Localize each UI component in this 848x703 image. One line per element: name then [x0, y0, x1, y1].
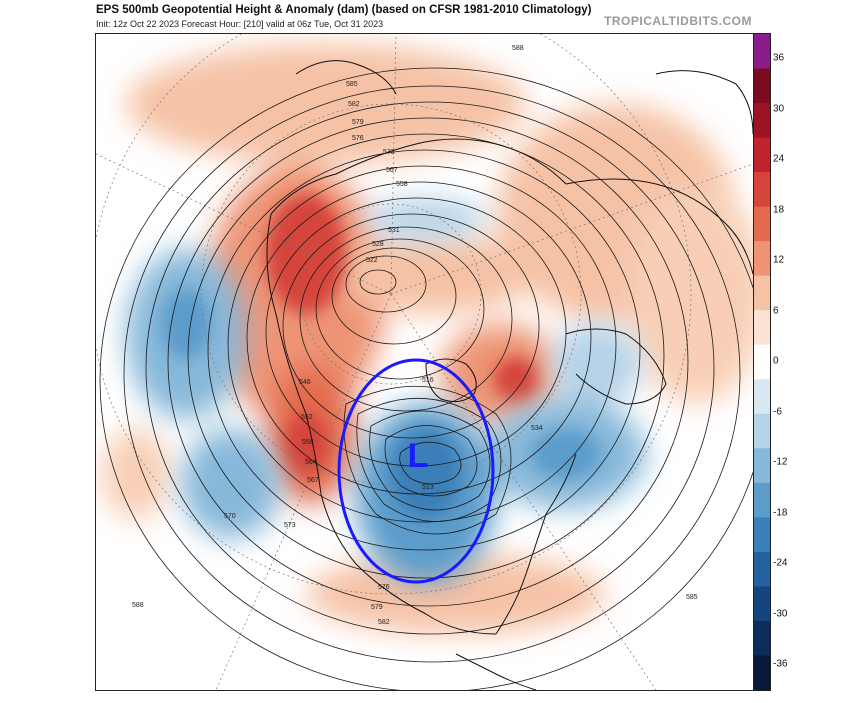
low-pressure-marker: L	[408, 437, 429, 475]
anomaly-colorbar	[753, 33, 771, 691]
contour-label: 546	[299, 379, 311, 386]
contour-label: 585	[686, 594, 698, 601]
colorbar-swatch	[754, 586, 770, 622]
colorbar-swatch	[754, 275, 770, 311]
colorbar-swatch	[754, 448, 770, 484]
colorbar-swatch	[754, 551, 770, 587]
contour-label: 573	[284, 522, 296, 529]
strong-negative-anomaly	[161, 289, 601, 519]
colorbar-tick-label: -18	[773, 507, 788, 518]
colorbar-swatch	[754, 206, 770, 242]
colorbar-tick-label: 0	[773, 355, 779, 367]
contour-label: 576	[352, 135, 364, 142]
chart-title: EPS 500mb Geopotential Height & Anomaly …	[96, 4, 592, 16]
colorbar-swatch	[754, 413, 770, 449]
contour-label: 588	[512, 45, 524, 52]
map-panel: 585 582 579 576 573 567 558 531 528 522 …	[95, 33, 754, 691]
contour-label: 528	[372, 241, 384, 248]
colorbar-swatch	[754, 379, 770, 415]
colorbar-tick-label: -30	[773, 608, 788, 619]
chart-subtitle: Init: 12z Oct 22 2023 Forecast Hour: [21…	[96, 19, 384, 29]
contour-label: 558	[396, 181, 408, 188]
contour-labels: 585 582 579 576 573 567 558 531 528 522 …	[132, 45, 698, 626]
contour-label: 582	[378, 619, 390, 626]
contour-label: 573	[383, 149, 395, 156]
colorbar-swatch	[754, 103, 770, 139]
colorbar-tick-label: 24	[773, 153, 785, 165]
colorbar-swatch	[754, 34, 770, 70]
colorbar-swatch	[754, 344, 770, 380]
colorbar-swatch	[754, 310, 770, 346]
contour-label: 564	[305, 459, 317, 466]
contour-label: 567	[386, 167, 398, 174]
contour-label: 582	[348, 101, 360, 108]
colorbar-swatch	[754, 655, 770, 691]
brand-watermark: TROPICALTIDBITS.COM	[604, 14, 752, 28]
contour-label: 576	[378, 584, 390, 591]
colorbar-tick-label: 6	[773, 305, 779, 316]
height-contours	[99, 67, 753, 690]
contour-label: 567	[307, 477, 319, 484]
lat-lon-grid	[96, 34, 753, 690]
colorbar-svg	[754, 34, 770, 691]
contour-label: 534	[531, 425, 543, 432]
contour-label: 558	[302, 439, 314, 446]
colorbar-tick-label: 30	[773, 103, 785, 114]
contour-label: 552	[301, 414, 313, 421]
contour-label: 585	[346, 81, 358, 88]
low-highlight-circle	[337, 358, 495, 584]
colorbar-swatch	[754, 241, 770, 277]
colorbar-swatch	[754, 620, 770, 656]
contour-label: 516	[422, 377, 434, 384]
colorbar-tick-label: -24	[773, 557, 788, 569]
colorbar-swatch	[754, 137, 770, 173]
colorbar-swatch	[754, 482, 770, 518]
contour-label: 588	[132, 602, 144, 609]
colorbar-swatch	[754, 172, 770, 208]
contour-label: 531	[388, 227, 400, 234]
colorbar-tick-label: -6	[773, 406, 782, 417]
contour-label: 579	[371, 604, 383, 611]
colorbar-tick-label: 18	[773, 204, 785, 215]
colorbar-swatch	[754, 517, 770, 553]
colorbar-tick-label: 36	[773, 52, 785, 64]
colorbar-tick-label: -36	[773, 658, 788, 670]
contour-label: 522	[366, 257, 378, 264]
contour-label: 579	[352, 119, 364, 126]
map-svg: 585 582 579 576 573 567 558 531 528 522 …	[96, 34, 753, 690]
coastlines	[266, 60, 753, 690]
contour-label: 570	[224, 513, 236, 520]
colorbar-tick-label: -12	[773, 456, 788, 468]
colorbar-tick-label: 12	[773, 254, 785, 266]
colorbar-swatch	[754, 68, 770, 104]
contour-label: 513	[422, 484, 434, 491]
strong-positive-anomaly	[266, 194, 538, 474]
